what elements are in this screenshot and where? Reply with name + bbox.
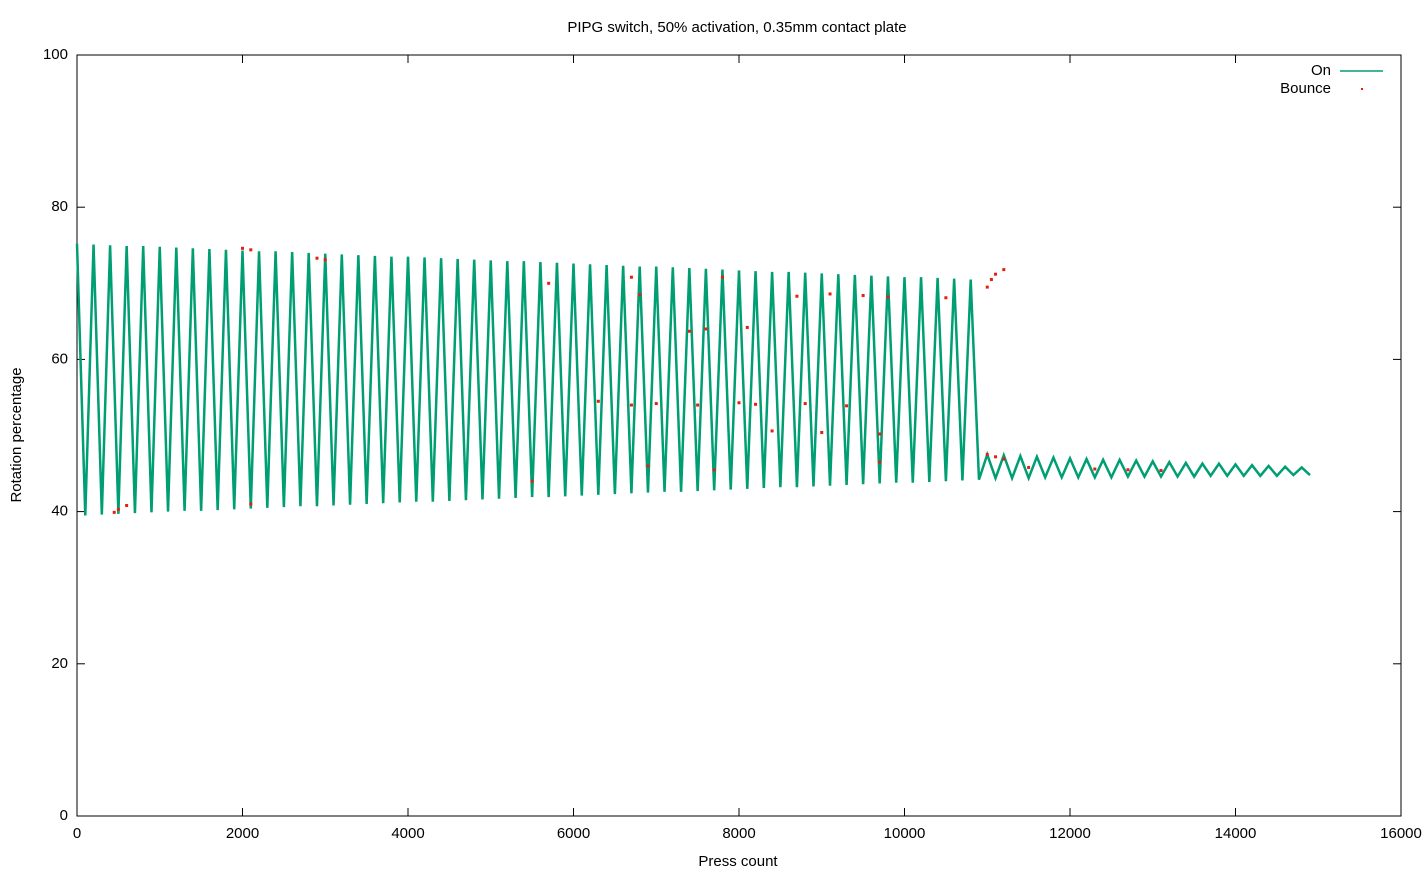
scatter-point (1159, 469, 1163, 473)
scatter-point (654, 402, 658, 406)
scatter-point (112, 510, 116, 514)
x-tick-label: 14000 (1215, 825, 1257, 842)
scatter-point (845, 404, 849, 408)
y-tick-label: 100 (43, 46, 68, 63)
scatter-point (687, 329, 691, 333)
scatter-point (704, 327, 708, 331)
scatter-point (989, 277, 993, 281)
scatter-point (547, 281, 551, 285)
x-tick-label: 16000 (1380, 825, 1422, 842)
scatter-point (249, 502, 253, 506)
scatter-point (125, 504, 129, 508)
chart-title: PIPG switch, 50% activation, 0.35mm cont… (567, 19, 906, 36)
scatter-point (994, 455, 998, 459)
x-tick-label: 0 (73, 825, 81, 842)
scatter-point (770, 429, 774, 433)
plot-frame (76, 54, 1402, 817)
x-axis-label: Press count (698, 853, 778, 870)
scatter-point (994, 272, 998, 276)
scatter-point (803, 402, 807, 406)
scatter-point (795, 294, 799, 298)
scatter-point (323, 258, 327, 262)
legend-label: On (1311, 62, 1331, 79)
y-tick-label: 60 (51, 350, 68, 367)
scatter-point (1002, 268, 1006, 272)
scatter-point (696, 403, 700, 407)
scatter-point (985, 285, 989, 289)
scatter-point (878, 432, 882, 436)
y-tick-label: 0 (60, 807, 68, 824)
scatter-point (1027, 465, 1031, 469)
x-tick-label: 12000 (1049, 825, 1091, 842)
scatter-point (1126, 468, 1130, 472)
x-tick-label: 2000 (226, 825, 259, 842)
legend-swatch (1361, 88, 1363, 90)
scatter-point (820, 430, 824, 434)
scatter-point (985, 453, 989, 457)
scatter-point (1093, 467, 1097, 471)
y-tick-label: 80 (51, 198, 68, 215)
scatter-point (745, 325, 749, 329)
scatter-point (241, 246, 244, 250)
legend-label: Bounce (1280, 80, 1331, 97)
scatter-point (754, 402, 758, 406)
x-tick-label: 4000 (391, 825, 424, 842)
scatter-point (638, 293, 642, 297)
scatter-point (944, 296, 948, 300)
scatter-point (886, 295, 890, 299)
scatter-point (249, 248, 253, 252)
scatter-point (861, 293, 865, 297)
y-tick-label: 40 (51, 503, 68, 520)
scatter-point (646, 464, 650, 468)
scatter-point (828, 292, 832, 296)
x-tick-label: 6000 (557, 825, 590, 842)
scatter-point (737, 401, 741, 405)
x-tick-label: 10000 (884, 825, 926, 842)
scatter-point (116, 507, 120, 511)
scatter-point (629, 403, 633, 407)
scatter-point (712, 468, 716, 472)
x-tick-label: 8000 (722, 825, 755, 842)
y-tick-label: 20 (51, 655, 68, 672)
scatter-point (530, 479, 534, 483)
scatter-point (596, 399, 600, 403)
series-line (75, 243, 1311, 516)
scatter-point (720, 275, 724, 279)
scatter-point (1002, 457, 1006, 461)
scatter-point (315, 256, 319, 260)
scatter-point (878, 460, 882, 464)
y-axis-label: Rotation percentage (8, 367, 25, 502)
scatter-point (629, 275, 633, 279)
